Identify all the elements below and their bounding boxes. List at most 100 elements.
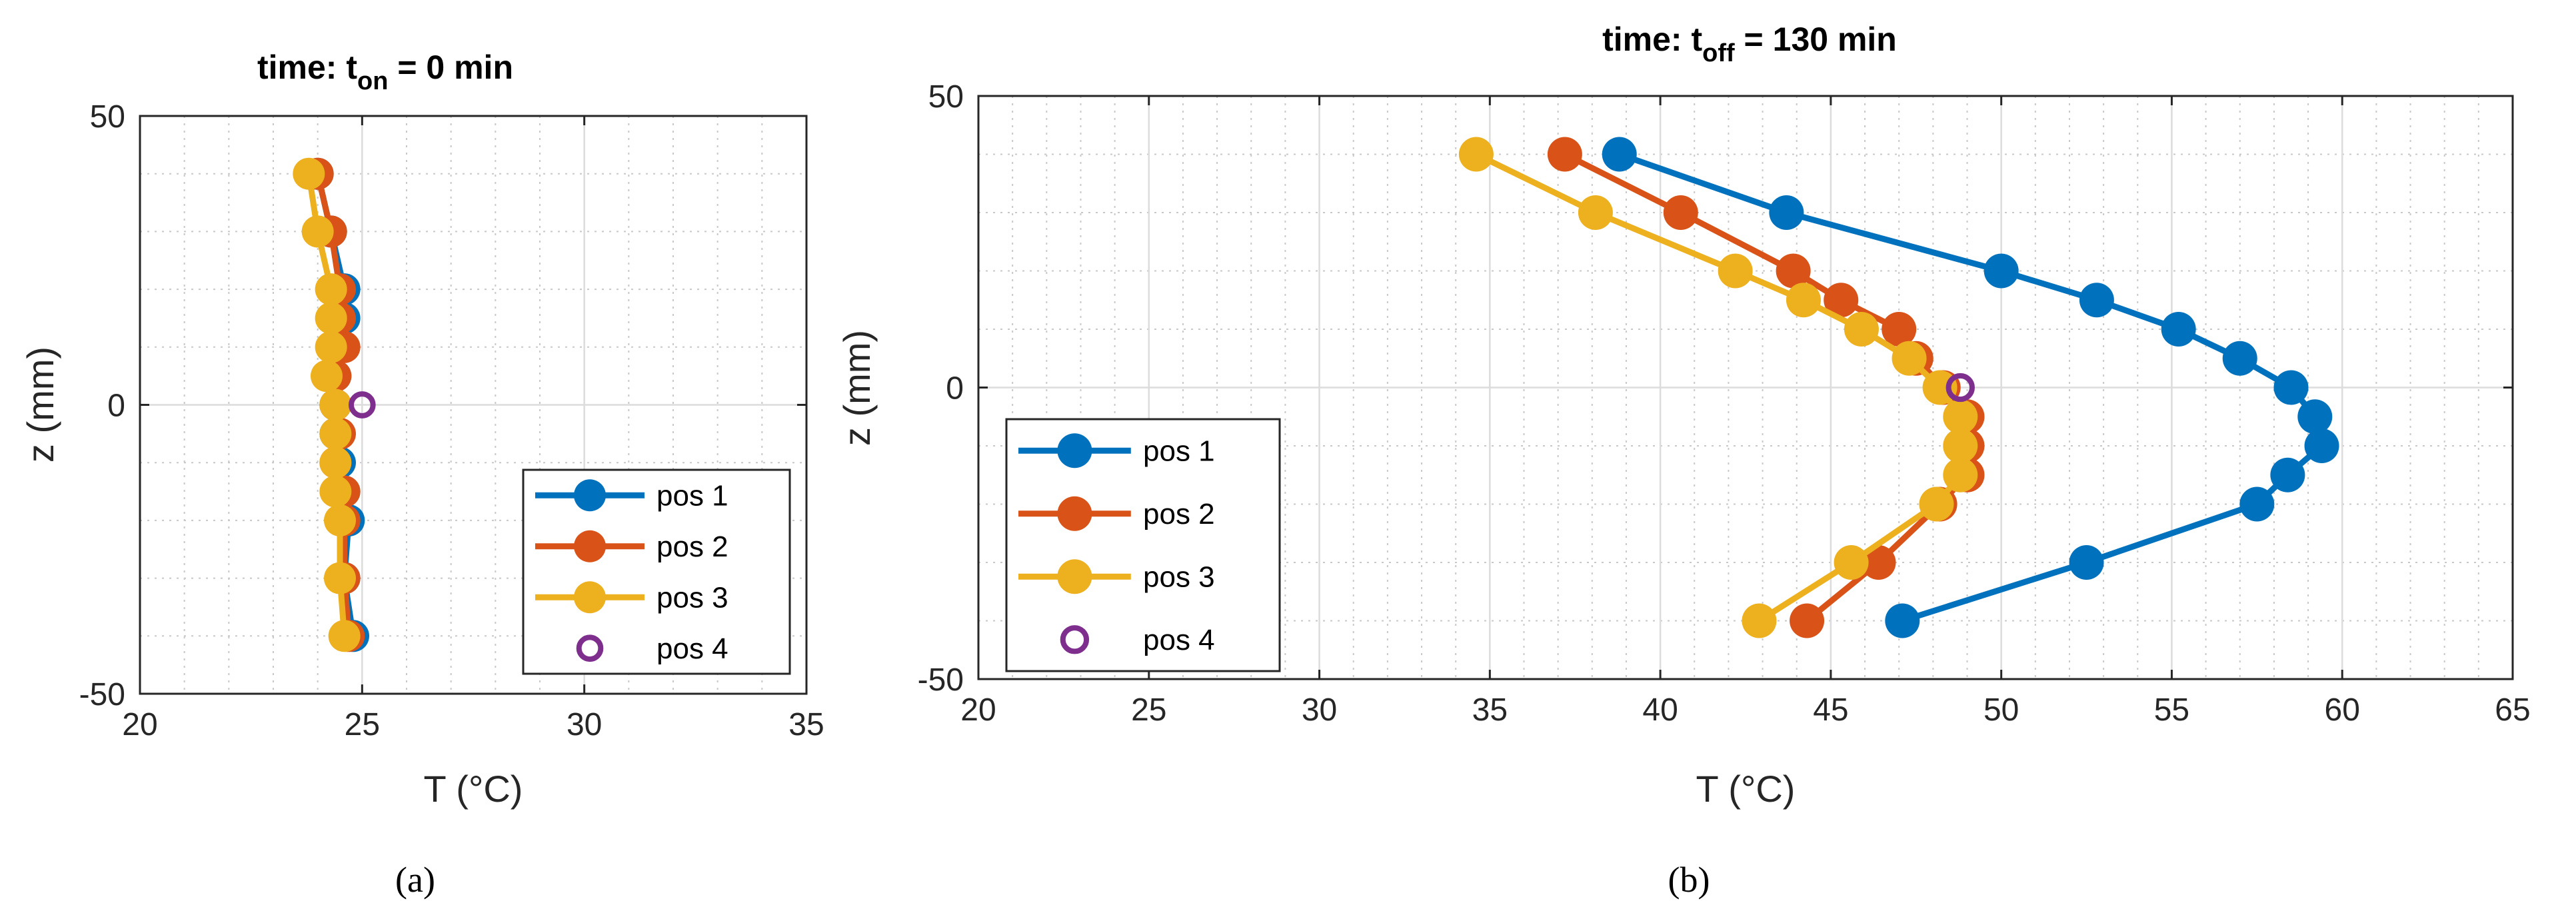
data-point-pos-2 [1824,283,1859,318]
data-point-pos-3 [1922,370,1957,405]
data-point-pos-3 [319,389,352,421]
chart-b-title-sub: off [1702,39,1735,67]
chart-b-title: time: toff = 130 min [1602,21,1897,67]
data-point-pos-3 [1458,137,1494,172]
chart-b-title-rest: = 130 min [1735,21,1897,58]
y-tick-label: 0 [946,371,964,407]
data-point-pos-3 [1943,399,1978,435]
data-point-pos-1 [1885,603,1920,638]
legend-marker-pos-1 [1057,433,1092,468]
data-point-pos-3 [315,273,347,306]
data-point-pos-2 [1790,603,1825,638]
data-point-pos-1 [2273,370,2309,405]
data-point-pos-2 [1663,195,1698,230]
data-point-pos-3 [324,504,356,536]
chart-a-legend: pos 1 pos 2 pos 3 pos 4 [522,468,791,675]
legend-label-pos-3: pos 3 [1143,560,1215,593]
data-point-pos-1 [2222,341,2257,376]
data-point-pos-3 [311,360,343,393]
chart-a-title-rest: = 0 min [388,49,513,86]
chart-b-ticks: 20 25 30 35 40 45 50 55 60 65 -50 0 50 [918,79,2531,728]
data-point-pos-3 [324,562,356,594]
chart-a-title-main: time: t [257,49,357,86]
series-pos-3 [293,157,361,652]
data-point-pos-3 [319,475,352,508]
data-point-pos-1 [1602,137,1637,172]
data-point-pos-4 [349,391,376,419]
x-tick-label: 60 [2325,692,2360,728]
data-point-pos-2 [1776,253,1811,289]
chart-b-ylabel: z (mm) [836,330,878,446]
panel-label-b: (b) [1668,860,1710,900]
y-tick-label: 0 [107,389,125,424]
data-point-pos-1 [2161,312,2196,347]
x-tick-label: 25 [345,707,380,742]
y-tick-label: -50 [79,677,125,712]
data-point-pos-3 [1786,283,1821,318]
chart-b-xlabel: T (°C) [1696,768,1796,810]
chart-b-title-main: time: t [1602,21,1702,58]
x-tick-label: 50 [1983,692,2019,728]
chart-b-series [1458,137,2339,638]
legend-label-pos-4: pos 4 [1143,624,1215,656]
data-point-pos-1 [2079,283,2114,318]
chart-b-grid [978,96,2513,679]
legend-label-pos-2: pos 2 [1143,498,1215,530]
data-point-pos-2 [1861,545,1896,580]
legend-box [522,468,791,675]
data-point-pos-1 [2304,429,2339,463]
y-tick-label: -50 [918,662,964,698]
x-tick-label: 40 [1642,692,1678,728]
x-tick-label: 35 [788,707,824,742]
chart-b-legend: pos 1 pos 2 pos 3 pos 4 [1005,418,1281,672]
panel-label-a: (a) [395,860,435,900]
series-pos-4 [349,391,376,419]
chart-a-ylabel: z (mm) [19,347,61,462]
legend-label-pos-4: pos 4 [656,632,728,665]
data-point-pos-1 [2239,486,2275,522]
data-point-pos-1 [2069,545,2104,580]
legend-label-pos-3: pos 3 [656,581,728,614]
chart-a-title: time: ton = 0 min [257,49,513,95]
x-tick-label: 25 [1131,692,1166,728]
legend-marker-pos-4 [576,634,604,662]
x-tick-label: 30 [567,707,602,742]
data-point-pos-3 [315,331,347,363]
data-point-pos-2 [1547,137,1582,172]
data-point-pos-1 [2297,399,2333,435]
x-tick-label: 20 [960,692,996,728]
data-point-pos-1 [1983,253,2019,289]
chart-a-series [293,157,376,652]
data-point-pos-1 [2270,457,2305,492]
data-point-pos-3 [1742,603,1777,638]
chart-a-xlabel: T (°C) [424,768,523,810]
data-point-pos-3 [1919,486,1954,522]
legend-marker-pos-2 [1057,496,1092,531]
series-pos-1 [1602,137,2339,638]
series-pos-3 [1458,137,1978,638]
legend-label-pos-1: pos 1 [1143,435,1215,467]
legend-marker-pos-4 [1060,625,1090,654]
data-point-pos-4 [1945,373,1975,403]
x-tick-label: 45 [1813,692,1848,728]
data-point-pos-3 [1578,195,1613,230]
chart-a-title-sub: on [357,67,388,95]
y-tick-label: 50 [90,99,125,135]
data-point-pos-3 [1844,312,1879,347]
data-point-pos-3 [1943,457,1978,492]
data-point-pos-3 [1892,341,1927,376]
data-point-pos-3 [1718,253,1753,289]
legend-marker-pos-1 [574,479,606,512]
chart-a-ticks: 20 25 30 35 -50 0 50 [79,99,824,742]
data-point-pos-3 [301,215,334,248]
legend-marker-pos-3 [1057,559,1092,594]
x-tick-label: 20 [122,707,157,742]
data-point-pos-3 [319,417,352,450]
series-pos-4 [1945,373,1975,403]
legend-box [1005,418,1281,672]
x-tick-label: 30 [1302,692,1337,728]
data-point-pos-3 [1943,429,1978,463]
data-point-pos-3 [315,302,347,335]
